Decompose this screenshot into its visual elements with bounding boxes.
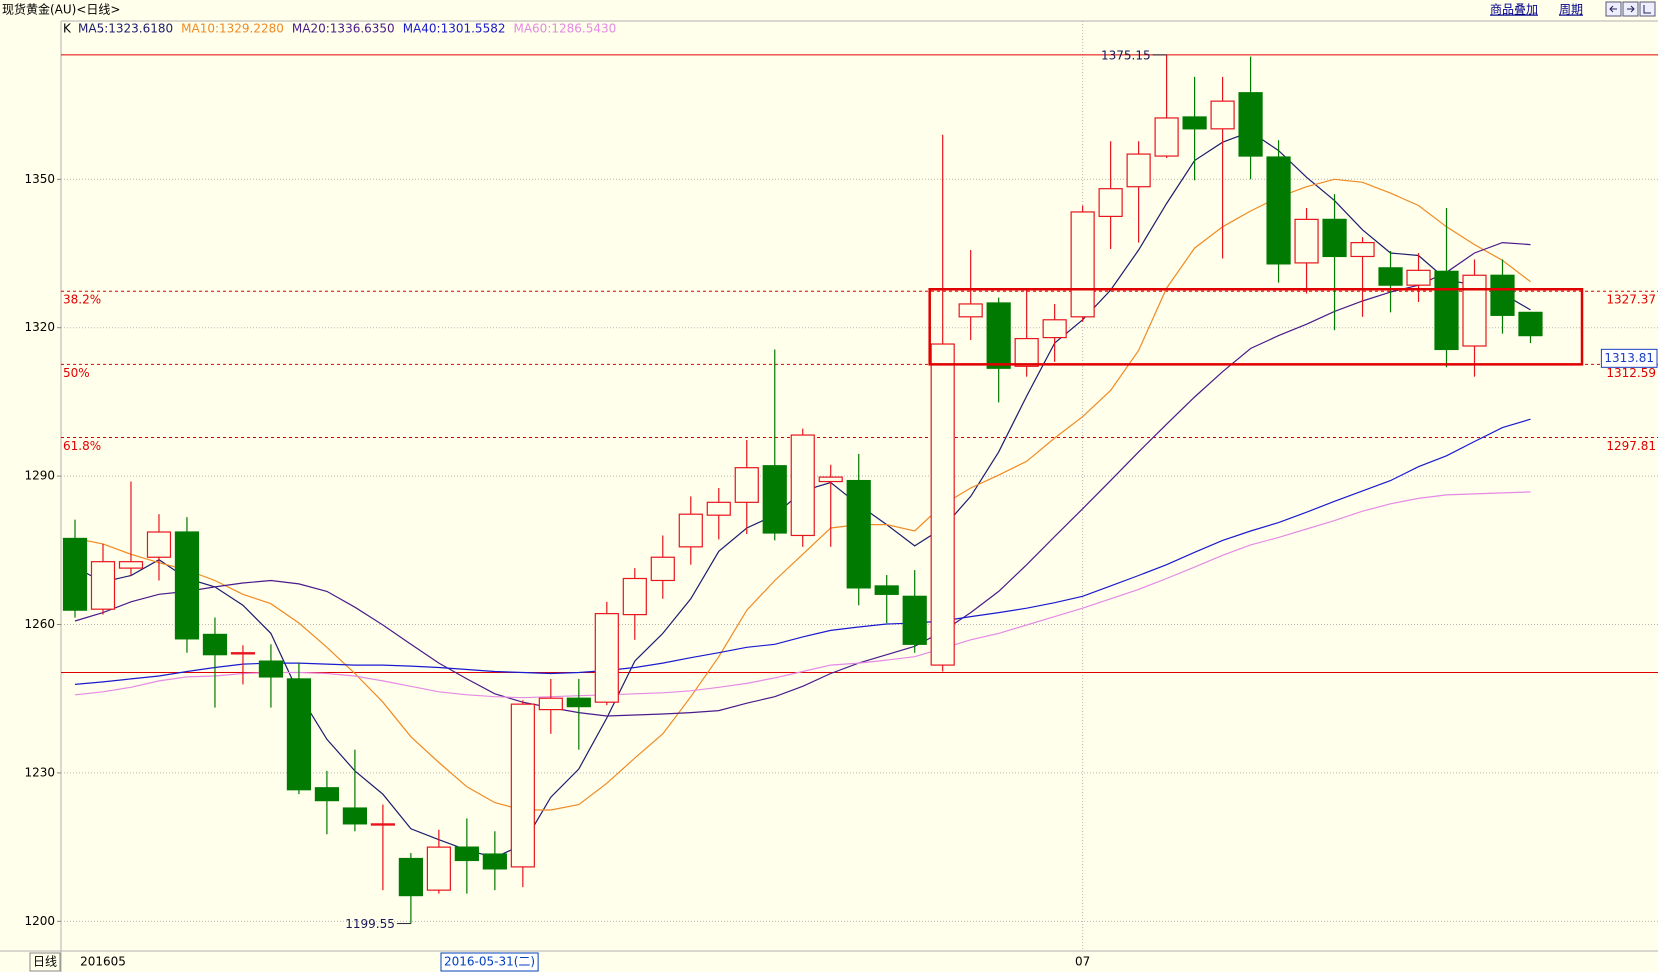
candle-body — [902, 595, 927, 645]
ma-line — [74, 491, 1531, 699]
nav-buttons — [1605, 1, 1656, 17]
last-price-box — [1600, 348, 1658, 368]
fib-value-label: 1297.81 — [1606, 439, 1656, 453]
fib-value-label: 1327.37 — [1606, 293, 1656, 307]
legend-entry: MA60:1286.5430 — [513, 22, 616, 36]
candle-body — [426, 846, 451, 891]
candle-body — [1098, 188, 1123, 217]
candle-body — [1378, 267, 1403, 286]
legend-entry: MA10:1329.2280 — [181, 22, 284, 36]
candle-body — [174, 531, 200, 640]
candle-body — [1238, 92, 1263, 157]
legend-entry: MA5:1323.6180 — [78, 22, 173, 36]
candle-body — [1434, 270, 1459, 351]
indicator-label: K — [63, 22, 72, 36]
candle-body — [258, 660, 284, 678]
candle-body — [818, 476, 843, 483]
nav-icon — [1643, 5, 1651, 14]
x-tick-label: 07 — [1075, 955, 1090, 969]
candle-body — [846, 479, 871, 589]
candle-body — [202, 633, 228, 656]
nav-icon — [1609, 5, 1617, 13]
candle-body — [1350, 242, 1375, 258]
candle-body — [986, 302, 1011, 369]
candle-body — [1126, 153, 1151, 188]
last-price: 1313.81 — [1604, 351, 1654, 365]
candle-body — [1490, 274, 1515, 316]
candle-body — [1406, 269, 1431, 286]
candle-body — [650, 556, 675, 582]
candle-body — [622, 577, 647, 616]
candle-body — [286, 678, 312, 791]
candle-body — [482, 853, 507, 870]
period-label[interactable]: 日线 — [33, 955, 57, 969]
high-label: 1375.15 — [1101, 48, 1151, 62]
candle-body — [230, 652, 256, 655]
fib-ratio-label: 61.8% — [63, 439, 101, 453]
candle-body — [930, 343, 955, 666]
candle-body — [1462, 274, 1487, 347]
y-tick-label: 1350 — [24, 172, 55, 186]
legend-entry: MA40:1301.5582 — [403, 22, 506, 36]
candle-body — [370, 823, 395, 826]
toolbar-button[interactable]: 商品叠加 — [1490, 2, 1538, 17]
candle-body — [1014, 337, 1039, 367]
x-tick-label: 201605 — [80, 955, 126, 969]
ma-line — [74, 241, 1531, 717]
candle-body — [1070, 211, 1095, 318]
candle-body — [1042, 319, 1067, 339]
candle-body — [342, 807, 367, 825]
cursor-date: 2016-05-31(二) — [444, 955, 535, 969]
candle-body — [734, 467, 759, 503]
candle-body — [454, 846, 479, 862]
candle-body — [874, 585, 899, 595]
candle-body — [1182, 116, 1207, 130]
candle-body — [1210, 100, 1235, 130]
nav-end[interactable] — [1639, 1, 1656, 17]
candle-body — [762, 465, 787, 534]
candle-body — [90, 561, 116, 610]
y-tick-label: 1200 — [24, 914, 55, 928]
y-tick-label: 1260 — [24, 617, 55, 631]
low-label: 1199.55 — [345, 917, 395, 931]
candle-body — [706, 501, 731, 516]
highlight-box — [928, 287, 1584, 366]
y-tick-label: 1290 — [24, 469, 55, 483]
fib-ratio-label: 50% — [63, 366, 90, 380]
nav-icon — [1627, 5, 1635, 13]
candle-body — [1266, 156, 1291, 265]
y-tick-label: 1230 — [24, 765, 55, 779]
cursor-date-box — [440, 952, 539, 972]
candle-body — [1154, 117, 1179, 157]
candle-body — [790, 434, 815, 537]
candle-body — [594, 613, 619, 703]
chart-title: 现货黄金(AU)<日线> — [2, 2, 120, 17]
candle-body — [678, 513, 703, 548]
legend-entry: MA20:1336.6350 — [292, 22, 395, 36]
candle-body — [398, 857, 423, 897]
candle-body — [566, 697, 591, 708]
candle-body — [62, 537, 88, 611]
candle-body — [1518, 311, 1543, 337]
candle-body — [118, 561, 144, 569]
candle-body — [538, 697, 563, 711]
period-box[interactable] — [29, 952, 61, 972]
fib-value-label: 1312.59 — [1606, 366, 1656, 380]
candle-body — [146, 531, 172, 558]
fib-ratio-label: 38.2% — [63, 293, 101, 307]
candle-body — [1322, 218, 1347, 258]
candle-body — [1294, 218, 1319, 264]
ma-line — [74, 418, 1531, 685]
candle-body — [510, 703, 535, 868]
candle-body — [958, 303, 983, 318]
toolbar-button[interactable]: 周期 — [1559, 3, 1583, 17]
y-tick-label: 1320 — [24, 320, 55, 334]
candle-body — [314, 787, 340, 802]
